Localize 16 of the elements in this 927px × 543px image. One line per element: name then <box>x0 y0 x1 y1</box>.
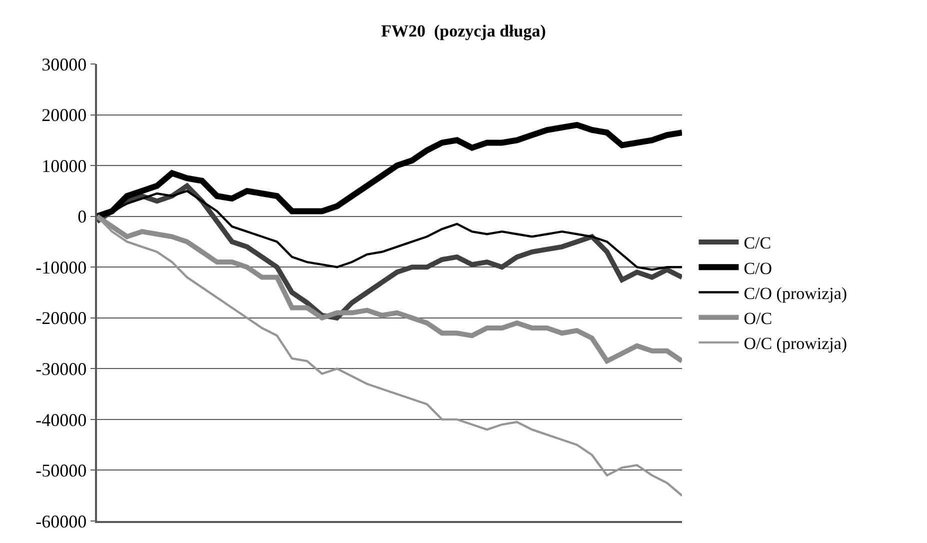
legend-label: O/C <box>744 308 772 328</box>
y-tick-label: 10000 <box>42 156 87 176</box>
y-tick-label: 0 <box>78 206 87 227</box>
chart-title: FW20 (pozycja długa) <box>381 21 546 40</box>
y-tick-label: -40000 <box>36 410 87 430</box>
y-tick-label: 30000 <box>42 54 87 74</box>
y-tick-label: -20000 <box>36 308 87 328</box>
legend-label: O/C (prowizja) <box>744 334 848 354</box>
legend-label: C/O (prowizja) <box>744 284 848 303</box>
y-tick-label: -50000 <box>36 460 87 481</box>
y-tick-label: 20000 <box>42 105 87 126</box>
y-tick-label: -30000 <box>36 358 87 379</box>
legend-label: C/C <box>744 234 772 253</box>
y-tick-label: -10000 <box>36 257 87 278</box>
legend-label: C/O <box>744 258 772 278</box>
y-tick-label: -60000 <box>36 511 87 532</box>
